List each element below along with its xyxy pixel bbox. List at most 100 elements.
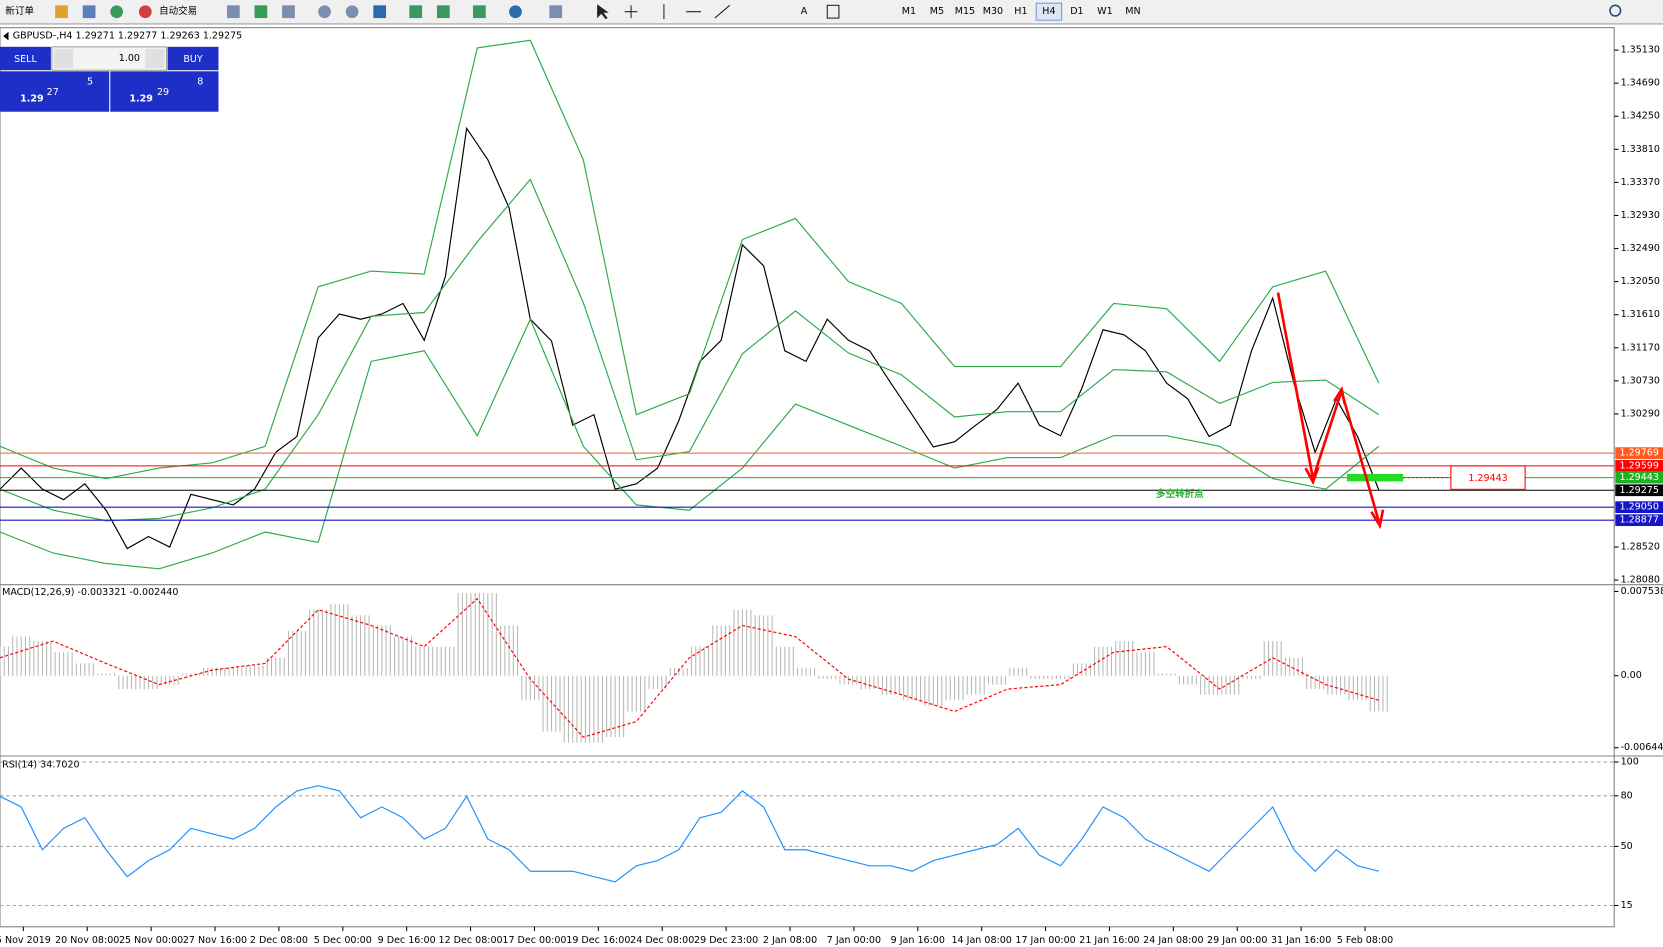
arrowhead <box>1333 385 1347 405</box>
series-line <box>0 178 1380 522</box>
price-level-label: 1.29599 <box>1620 460 1659 471</box>
toolbar-icons: A <box>55 4 1622 20</box>
price-level-label: 1.29769 <box>1620 448 1659 459</box>
timeframe-button[interactable]: H1 <box>1014 6 1027 17</box>
annotation-value: 1.29443 <box>1468 473 1507 484</box>
timeframe-button[interactable]: M5 <box>930 6 944 17</box>
x-tick-label: 29 Jan 00:00 <box>1207 935 1267 946</box>
icon[interactable] <box>436 5 450 19</box>
series-line <box>0 597 1379 738</box>
lots-input[interactable] <box>51 46 168 71</box>
pane-title: RSI(14) 34.7020 <box>2 760 79 771</box>
toolbar <box>0 0 1663 24</box>
x-tick-label: 17 Jan 00:00 <box>1015 935 1075 946</box>
arrow <box>1340 391 1381 522</box>
trade-panel: SELL 1.00 BUY 1.29 27 5 1.29 29 8 <box>0 31 219 112</box>
x-tick-label: 2 Dec 08:00 <box>250 935 308 946</box>
timeframe-button[interactable]: H4 <box>1042 6 1055 17</box>
icon[interactable] <box>826 4 840 19</box>
buy-price-box[interactable] <box>110 71 219 112</box>
icon[interactable] <box>226 5 240 19</box>
timeframe-button[interactable]: W1 <box>1097 6 1112 17</box>
icon[interactable] <box>509 5 522 19</box>
icon[interactable] <box>409 5 423 19</box>
timeframe-active <box>1035 2 1063 21</box>
y-tick-label: 80 <box>1621 790 1633 801</box>
x-tick-label: 5 Dec 00:00 <box>314 935 372 946</box>
timeframe-button[interactable]: M15 <box>955 6 975 17</box>
y-tick-label: 1.31170 <box>1621 342 1660 353</box>
sell-price-box[interactable] <box>0 71 110 112</box>
sell-price-fraction: 5 <box>87 76 93 87</box>
price-level-label: 1.29050 <box>1620 502 1659 513</box>
y-tick-label: 1.30290 <box>1621 408 1660 419</box>
arrowhead <box>1304 466 1320 486</box>
lots-spin[interactable] <box>54 48 74 69</box>
y-tick-label: 1.33810 <box>1621 144 1660 155</box>
icon[interactable] <box>345 5 359 19</box>
timeframe-button[interactable]: MN <box>1125 6 1140 17</box>
turning-point-bar <box>1346 473 1404 482</box>
icon[interactable] <box>318 5 331 19</box>
collapse-icon[interactable] <box>3 31 9 41</box>
icon[interactable] <box>254 5 268 19</box>
icon[interactable]: A <box>801 6 808 17</box>
icon[interactable] <box>373 5 387 19</box>
price-level-tag <box>1615 484 1663 497</box>
y-tick-label: 1.34690 <box>1621 78 1660 89</box>
lots-spin[interactable] <box>145 48 165 69</box>
annotation-text: 多空转折点 <box>1156 488 1204 500</box>
icon[interactable] <box>624 5 638 19</box>
timeframe-button[interactable]: M1 <box>902 6 916 17</box>
y-tick-label: 100 <box>1621 757 1639 768</box>
icon[interactable] <box>82 5 96 19</box>
series-line <box>0 126 1380 550</box>
price-level-label: 1.29275 <box>1620 485 1659 496</box>
icon[interactable] <box>55 5 68 19</box>
icon[interactable] <box>663 4 731 20</box>
icon[interactable] <box>597 4 609 20</box>
pane-title: GBPUSD-,H4 1.29271 1.29277 1.29263 1.292… <box>13 31 243 42</box>
lots-value[interactable]: 1.00 <box>119 53 140 64</box>
icon[interactable] <box>549 5 563 19</box>
icon[interactable] <box>473 5 486 19</box>
series-line <box>0 785 1379 883</box>
x-tick-label: 5 Nov 2019 <box>0 935 51 946</box>
timeframe-button[interactable]: M30 <box>983 6 1003 17</box>
x-tick-label: 12 Dec 08:00 <box>439 935 503 946</box>
sell-price-big: 1.29 <box>20 93 44 104</box>
sell-price-pips: 27 <box>47 87 59 98</box>
y-tick-label: 1.32050 <box>1621 276 1660 287</box>
x-tick-label: 14 Jan 08:00 <box>952 935 1012 946</box>
icon[interactable] <box>1609 4 1622 17</box>
new-order-button[interactable]: 新订单 <box>5 5 34 17</box>
x-tick-label: 2 Jan 08:00 <box>763 935 817 946</box>
x-tick-label: 5 Feb 08:00 <box>1337 935 1393 946</box>
icon[interactable] <box>282 5 295 19</box>
buy-label[interactable]: BUY <box>183 54 203 65</box>
y-tick-label: -0.006446 <box>1621 742 1663 753</box>
icon[interactable] <box>110 5 124 19</box>
x-tick-label: 17 Dec 00:00 <box>502 935 566 946</box>
price-level-tag <box>1615 514 1663 527</box>
series-line <box>0 317 1380 570</box>
y-tick-label: 15 <box>1621 900 1633 911</box>
auto-trading-button[interactable]: 自动交易 <box>159 5 197 17</box>
timeframe-button[interactable]: D1 <box>1070 6 1083 17</box>
y-tick-label: 1.28080 <box>1621 575 1660 586</box>
buy-price-big: 1.29 <box>129 93 153 104</box>
chart-layer: GBPUSD-,H4 1.29271 1.29277 1.29263 1.292… <box>0 31 1663 946</box>
x-tick-label: 7 Jan 00:00 <box>827 935 881 946</box>
sell-label[interactable]: SELL <box>14 54 37 65</box>
y-tick-label: 1.32490 <box>1621 243 1660 254</box>
y-tick-label: 0.007538 <box>1621 586 1663 597</box>
x-tick-label: 24 Jan 08:00 <box>1143 935 1203 946</box>
toolbar-text: 新订单 自动交易 M1 M5 M15 M30 H1 H4 D1 W1 MN <box>5 2 1141 21</box>
y-tick-label: 50 <box>1621 841 1633 852</box>
buy-button[interactable] <box>167 46 219 71</box>
icon[interactable] <box>138 5 152 19</box>
sell-button[interactable] <box>0 46 51 71</box>
x-tick-label: 31 Jan 16:00 <box>1271 935 1331 946</box>
